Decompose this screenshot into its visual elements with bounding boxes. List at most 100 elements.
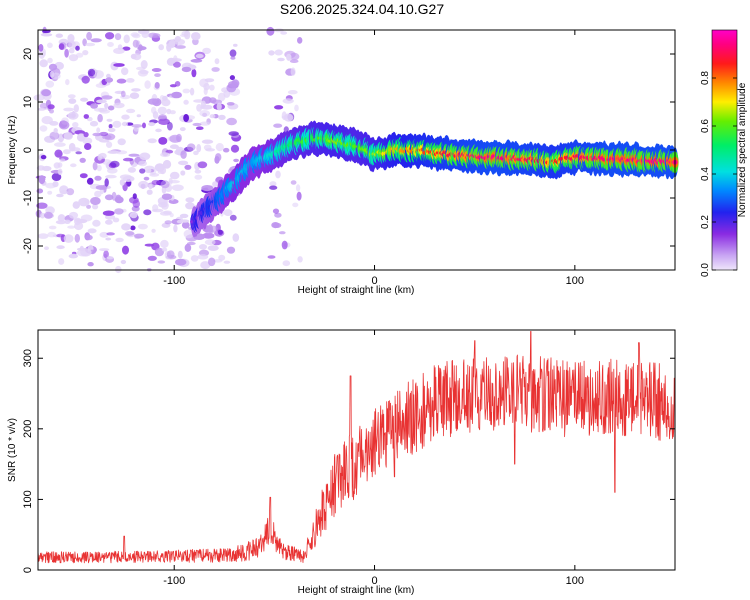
noise-speckle: [204, 227, 214, 235]
noise-speckle: [87, 262, 94, 267]
snr-frame: [37, 329, 676, 571]
noise-speckle: [134, 233, 145, 239]
noise-speckle: [214, 58, 220, 65]
noise-speckle: [281, 240, 288, 250]
noise-speckle: [36, 188, 44, 194]
noise-speckle: [115, 150, 128, 155]
noise-speckle: [130, 225, 136, 231]
noise-speckle: [58, 43, 65, 50]
noise-speckle: [169, 144, 179, 149]
colorbar-tick-label: 0.0: [700, 263, 711, 277]
noise-speckle: [140, 60, 148, 69]
snr-x-axis-label: Height of straight line (km): [298, 585, 415, 596]
noise-speckle: [180, 170, 186, 176]
noise-speckle: [191, 32, 201, 41]
noise-speckle: [154, 73, 161, 77]
noise-speckle: [136, 66, 146, 71]
noise-speckle: [201, 185, 214, 192]
noise-speckle: [129, 211, 138, 219]
noise-speckle: [202, 232, 215, 239]
noise-speckle: [86, 204, 92, 209]
y-tick-label: 300: [22, 349, 34, 367]
noise-speckle: [184, 243, 192, 252]
noise-speckle: [290, 180, 297, 185]
noise-speckle: [96, 99, 107, 104]
noise-speckle: [136, 114, 141, 118]
noise-speckle: [161, 193, 173, 200]
noise-speckle: [175, 45, 186, 49]
noise-speckle: [67, 225, 76, 229]
noise-speckle: [83, 114, 90, 119]
noise-speckle: [275, 170, 281, 179]
noise-speckle: [49, 121, 59, 126]
noise-speckle: [39, 59, 48, 68]
noise-speckle: [92, 70, 104, 79]
y-tick-label: 10: [22, 96, 34, 108]
noise-speckle: [99, 139, 110, 143]
noise-speckle: [110, 160, 120, 168]
noise-speckle: [104, 194, 114, 201]
noise-speckle: [228, 131, 239, 137]
noise-speckle: [49, 131, 60, 140]
noise-speckle: [127, 167, 136, 173]
noise-speckle: [295, 184, 301, 192]
noise-speckle: [113, 63, 125, 67]
noise-speckle: [111, 191, 117, 201]
noise-speckle: [44, 246, 49, 250]
noise-speckle: [92, 161, 98, 171]
noise-speckle: [121, 121, 128, 127]
noise-speckle: [63, 132, 73, 140]
noise-speckle: [75, 151, 82, 155]
noise-speckle: [57, 214, 66, 222]
noise-speckle: [119, 179, 125, 186]
noise-speckle: [164, 220, 172, 225]
noise-speckle: [106, 141, 113, 148]
noise-speckle: [53, 128, 58, 133]
noise-speckle: [92, 204, 99, 210]
noise-speckle: [193, 150, 199, 156]
noise-speckle: [143, 209, 152, 216]
noise-speckle: [68, 253, 79, 259]
noise-speckle: [87, 228, 97, 234]
noise-speckle: [159, 211, 172, 216]
colorbar-tick-label: 0.8: [700, 71, 711, 85]
colorbar-gradient: [711, 29, 738, 271]
noise-speckle: [223, 147, 230, 153]
noise-speckle: [106, 118, 113, 122]
y-tick-label: 0: [22, 567, 34, 573]
noise-speckle: [292, 202, 299, 208]
noise-speckle: [161, 98, 171, 107]
noise-speckle: [147, 98, 160, 105]
noise-speckle: [148, 183, 153, 190]
snr-x-ticks: -100 0 100: [163, 330, 584, 587]
noise-speckle: [47, 231, 56, 238]
noise-speckle: [168, 199, 179, 204]
noise-speckle: [47, 190, 53, 195]
noise-speckle: [158, 114, 167, 120]
noise-speckle: [58, 120, 70, 130]
noise-speckle: [86, 31, 92, 41]
noise-speckle: [67, 34, 75, 43]
noise-speckle: [66, 188, 75, 196]
noise-speckle: [120, 90, 126, 98]
noise-speckle: [79, 157, 86, 163]
noise-speckle: [107, 105, 115, 111]
noise-speckle: [106, 232, 115, 236]
noise-speckle: [176, 133, 182, 143]
noise-speckle: [209, 84, 215, 91]
snr-y-ticks: 0 100 200 300: [22, 349, 675, 573]
noise-speckle: [296, 191, 302, 201]
noise-speckle: [48, 225, 57, 230]
noise-speckle: [167, 121, 173, 131]
noise-speckle: [294, 104, 299, 112]
noise-speckle: [95, 185, 108, 190]
noise-speckle: [105, 219, 113, 225]
noise-speckle: [171, 91, 183, 99]
noise-speckle: [267, 255, 276, 259]
noise-speckle: [282, 260, 291, 267]
noise-speckle: [49, 108, 54, 114]
noise-speckle: [197, 161, 208, 169]
noise-speckle: [40, 155, 47, 160]
noise-speckle: [117, 138, 126, 146]
